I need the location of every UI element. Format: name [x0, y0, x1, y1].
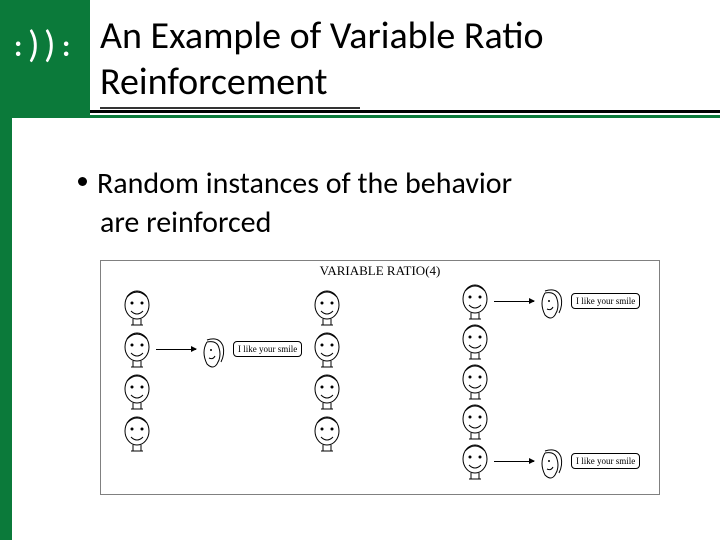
reinforcement-arrow [156, 349, 196, 350]
child-face-icon [459, 401, 491, 441]
child-face-icon [121, 413, 153, 453]
bullet-dot-icon [78, 177, 87, 186]
bullet-row: Random instances of the behavior [78, 165, 678, 202]
variable-ratio-diagram: VARIABLE RATIO(4) I like your smile I li… [100, 260, 660, 495]
child-face-icon [459, 441, 491, 481]
speech-bubble: I like your smile [571, 453, 640, 469]
child-face-icon [311, 287, 343, 327]
therapist-face-icon [537, 445, 573, 485]
title-line-1: An Example of Variable Ratio [100, 14, 700, 60]
bullet-text-line2: are reinforced [100, 204, 678, 241]
child-face-icon [459, 321, 491, 361]
title-rule-black [90, 110, 720, 113]
diagram-title: VARIABLE RATIO(4) [101, 261, 659, 279]
therapist-face-icon [537, 285, 573, 325]
child-face-icon [459, 361, 491, 401]
child-face-icon [311, 329, 343, 369]
reinforcement-arrow [494, 301, 534, 302]
slide-title: An Example of Variable Ratio Reinforceme… [100, 14, 700, 105]
child-face-icon [459, 281, 491, 321]
title-rule-green [90, 115, 720, 118]
child-face-icon [311, 413, 343, 453]
title-line-2: Reinforcement [100, 60, 700, 106]
reinforcement-arrow [494, 461, 534, 462]
bullet-text-line1: Random instances of the behavior [97, 165, 512, 202]
child-face-icon [121, 287, 153, 327]
title-underline-short [100, 107, 360, 109]
child-face-icon [121, 329, 153, 369]
child-face-icon [311, 371, 343, 411]
bullet-block: Random instances of the behavior are rei… [78, 165, 678, 241]
child-face-icon [121, 371, 153, 411]
diagram-body: I like your smile I like your smile I li… [101, 279, 659, 489]
therapist-face-icon [199, 334, 235, 374]
speech-bubble: I like your smile [233, 341, 302, 357]
speech-bubble: I like your smile [571, 293, 640, 309]
